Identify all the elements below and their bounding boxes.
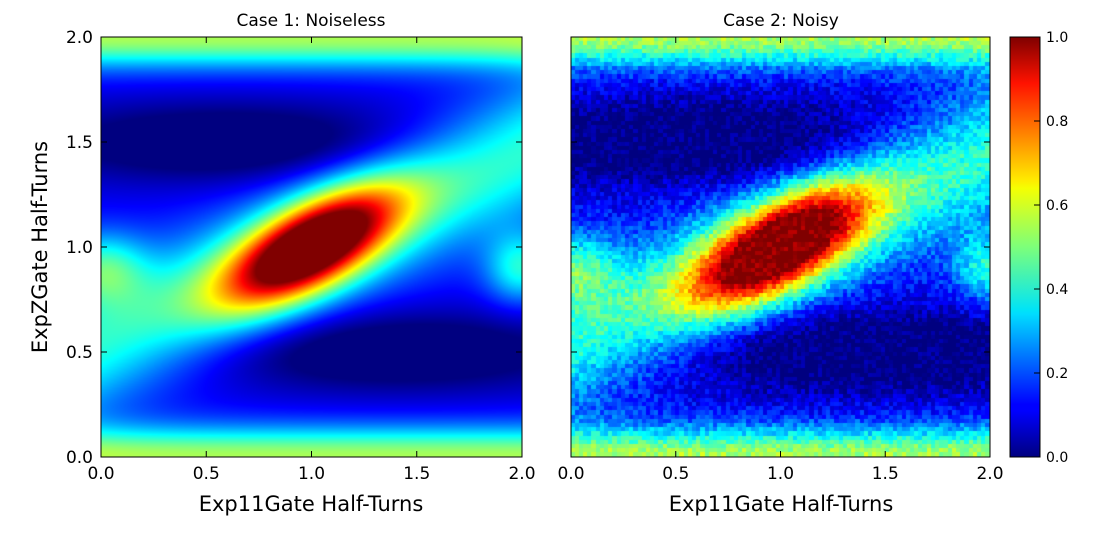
x-tick-label: 1.0 [298, 464, 325, 484]
y-tick-label: 2.0 [66, 28, 93, 48]
colorbar-tick-label: 0.8 [1046, 114, 1068, 130]
x-tick-label: 2.0 [508, 464, 535, 484]
colorbar-tick-label: 0.2 [1046, 366, 1068, 382]
x-tick-label: 0.0 [87, 464, 114, 484]
colorbar-gradient [1009, 36, 1041, 458]
x-axis-label-noiseless: Exp11Gate Half-Turns [198, 492, 424, 516]
y-tick-label: 0.0 [66, 448, 93, 468]
colorbar-tick-label: 1.0 [1046, 30, 1068, 46]
x-tick-label: 1.5 [872, 464, 899, 484]
x-tick-label: 1.0 [767, 464, 794, 484]
y-tick-label: 1.5 [66, 133, 93, 153]
colorbar-tick-label: 0.6 [1046, 198, 1068, 214]
panel-title-noisy: Case 2: Noisy [723, 11, 839, 31]
colorbar-tick-label: 0.0 [1046, 450, 1068, 466]
x-tick-label: 0.0 [557, 464, 584, 484]
x-tick-label: 0.5 [662, 464, 689, 484]
heatmap-panel-noiseless: 0.0 0.5 1.0 1.5 2.0 0.0 0.5 1.0 1.5 2.0 [66, 28, 536, 484]
heatmap-canvas-noisy [571, 37, 990, 457]
x-tick-label: 1.5 [403, 464, 430, 484]
y-tick-label: 0.5 [66, 343, 93, 363]
heatmap-canvas-noiseless [101, 37, 522, 457]
x-axis-label-noisy: Exp11Gate Half-Turns [668, 492, 894, 516]
colorbar-tick-label: 0.4 [1046, 282, 1068, 298]
x-tick-label: 0.5 [193, 464, 220, 484]
heatmap-panel-noisy: 0.0 0.5 1.0 1.5 2.0 [557, 36, 1004, 484]
x-tick-label: 2.0 [976, 464, 1003, 484]
y-axis-label: ExpZGate Half-Turns [28, 140, 52, 354]
y-tick-label: 1.0 [66, 238, 93, 258]
colorbar: 0.0 0.2 0.4 0.6 0.8 1.0 [1009, 30, 1068, 466]
panel-title-noiseless: Case 1: Noiseless [236, 11, 386, 31]
